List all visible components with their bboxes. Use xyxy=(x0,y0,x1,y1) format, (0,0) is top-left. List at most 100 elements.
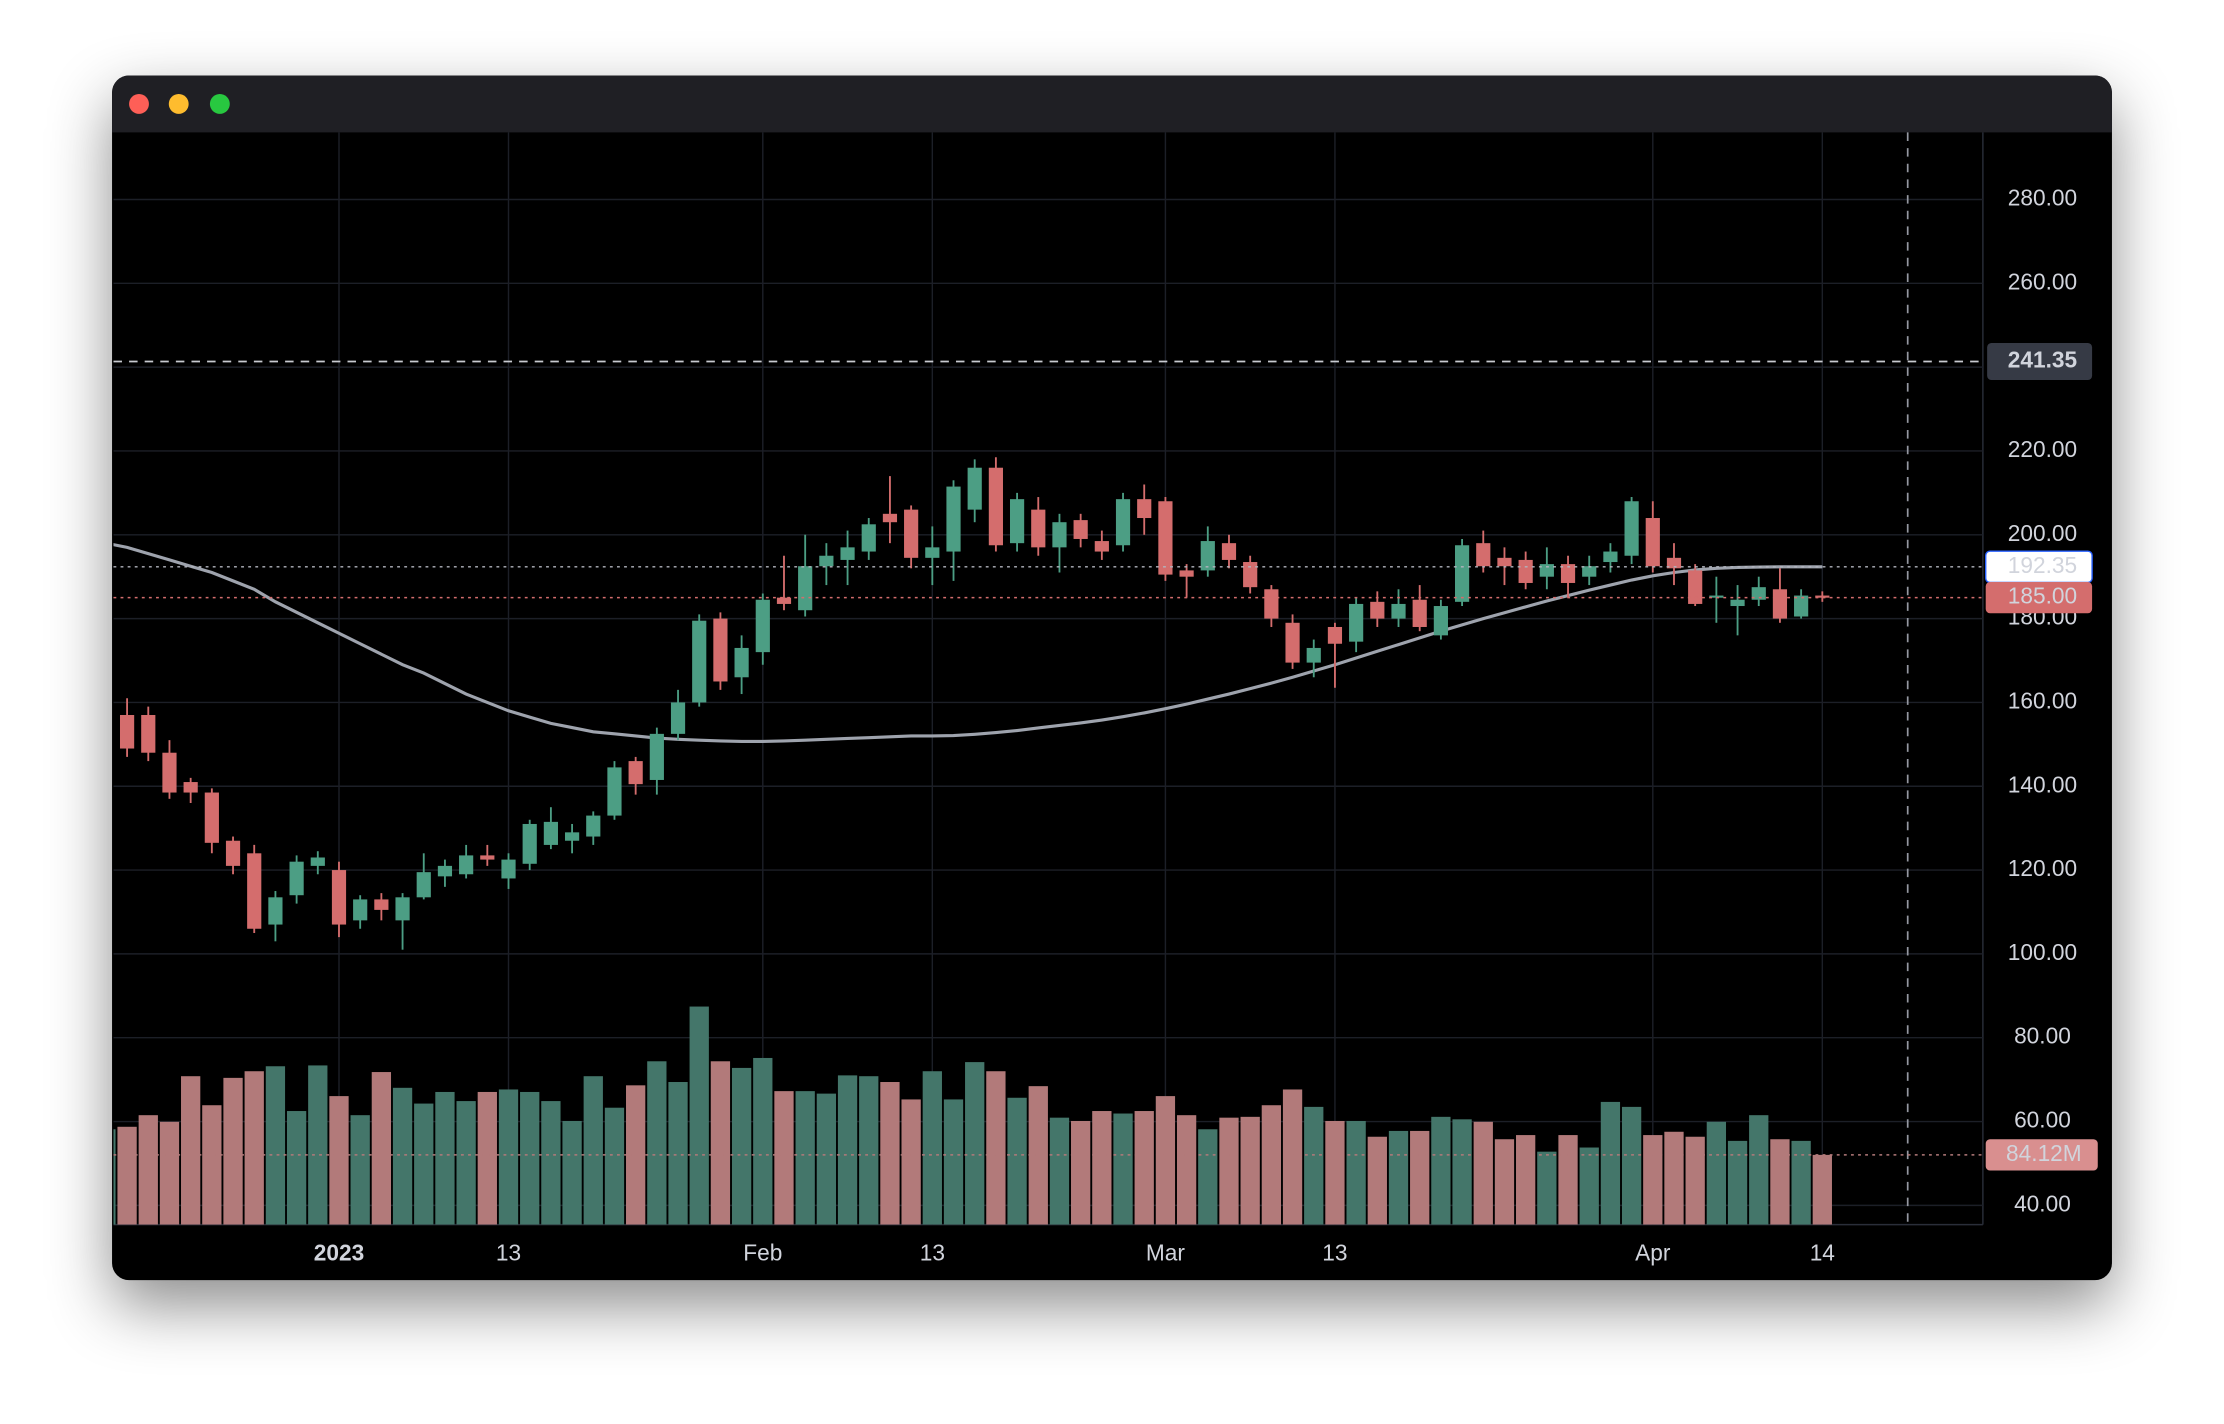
volume-bar xyxy=(562,1120,582,1225)
volume-bar xyxy=(1028,1086,1048,1225)
volume-bar xyxy=(456,1101,476,1225)
candle-body xyxy=(1137,499,1152,519)
candle-body xyxy=(1221,543,1237,560)
volume-bar xyxy=(1431,1116,1451,1225)
window xyxy=(112,75,2112,1281)
candle-body xyxy=(1582,566,1597,577)
volume-bar xyxy=(1706,1121,1727,1225)
volume-bar xyxy=(392,1087,413,1225)
volume-bar xyxy=(986,1071,1006,1225)
candle-body xyxy=(1158,501,1173,575)
candle-body xyxy=(268,897,283,925)
candle-body xyxy=(1009,499,1025,544)
candle-body xyxy=(1688,570,1703,604)
x-tick-label: 13 xyxy=(1322,1240,1347,1266)
candle-body xyxy=(670,702,686,734)
volume-bar xyxy=(1304,1106,1324,1225)
volume-bar xyxy=(1749,1115,1769,1225)
volume-bar xyxy=(1643,1135,1663,1225)
volume-bar xyxy=(1198,1129,1218,1225)
volume-bar xyxy=(1558,1135,1578,1225)
candle-body xyxy=(1052,522,1067,548)
candle-body xyxy=(437,865,453,877)
minimize-button[interactable] xyxy=(168,93,189,114)
volume-bar xyxy=(1240,1116,1260,1225)
volume-bar xyxy=(1494,1139,1515,1225)
volume-bar xyxy=(265,1066,286,1225)
y-tick-label: 280.00 xyxy=(2008,184,2077,210)
zoom-button[interactable] xyxy=(209,93,230,114)
candle-body xyxy=(1031,509,1046,548)
candle-body xyxy=(1518,559,1533,583)
volume-label: 84.12M xyxy=(2006,1140,2082,1166)
candle-body xyxy=(99,702,113,723)
volume-bar xyxy=(901,1099,921,1225)
volume-bar xyxy=(626,1085,646,1225)
candle-body xyxy=(713,618,728,682)
y-tick-label: 140.00 xyxy=(2008,771,2077,797)
candle-body xyxy=(1709,595,1724,598)
volume-bar xyxy=(731,1067,752,1225)
y-tick-label: 160.00 xyxy=(2008,687,2077,713)
crosshair-price-label: 241.35 xyxy=(2008,346,2077,372)
candle-body xyxy=(1433,606,1448,636)
volume-bar xyxy=(1685,1136,1705,1225)
volume-bar xyxy=(1176,1115,1197,1225)
candle-body xyxy=(480,855,495,860)
candle-body xyxy=(204,792,219,843)
volume-bar xyxy=(244,1071,264,1225)
volume-bar xyxy=(1579,1147,1599,1225)
y-tick-label: 120.00 xyxy=(2008,855,2077,881)
volume-bar xyxy=(1452,1119,1472,1225)
candle-body xyxy=(141,714,156,753)
volume-bar xyxy=(1770,1139,1790,1225)
moving-average-line xyxy=(113,543,1823,743)
x-tick-label: Feb xyxy=(743,1240,782,1266)
volume-bar xyxy=(308,1065,328,1225)
volume-bar xyxy=(1092,1111,1112,1225)
candle-body xyxy=(331,870,347,925)
candle-body xyxy=(119,714,135,749)
volume-bar xyxy=(668,1082,688,1225)
x-tick-label: Mar xyxy=(1146,1240,1185,1266)
candle-body xyxy=(374,899,389,910)
candle-body xyxy=(1645,518,1660,567)
volume-bar xyxy=(113,1129,116,1225)
volume-bar xyxy=(1282,1089,1303,1225)
candle-body xyxy=(904,509,919,558)
volume-bar xyxy=(477,1091,497,1225)
candle-body xyxy=(1772,589,1788,619)
volume-bar xyxy=(922,1071,942,1225)
candle-body xyxy=(1666,557,1682,569)
candle-body xyxy=(861,524,876,552)
candle-body xyxy=(162,752,177,793)
candle-body xyxy=(1603,551,1618,563)
candle-body xyxy=(395,897,410,921)
volume-bar xyxy=(1071,1120,1091,1225)
y-tick-label: 100.00 xyxy=(2008,939,2077,965)
volume-bar xyxy=(1049,1117,1070,1225)
candle-body xyxy=(1454,545,1470,602)
volume-bar xyxy=(1367,1136,1387,1225)
close-button[interactable] xyxy=(129,93,149,114)
volume-bar xyxy=(753,1057,773,1225)
volume-bar xyxy=(1113,1113,1133,1225)
candle-body xyxy=(1264,589,1279,619)
volume-bar xyxy=(1134,1111,1154,1225)
volume-bar xyxy=(774,1091,794,1225)
candle-body xyxy=(1624,501,1639,556)
candle-body xyxy=(1349,603,1364,642)
volume-bar xyxy=(583,1076,603,1225)
candle-body xyxy=(353,899,368,921)
volume-bar xyxy=(498,1089,519,1225)
volume-bar xyxy=(1537,1151,1557,1225)
candle-body xyxy=(882,513,898,523)
volume-bar xyxy=(1664,1131,1684,1225)
candle-body xyxy=(1794,595,1809,617)
candle-body xyxy=(1539,564,1554,577)
last-price-label: 185.00 xyxy=(2008,583,2077,609)
candle-body xyxy=(1391,603,1406,619)
volume-bar xyxy=(1621,1106,1642,1225)
